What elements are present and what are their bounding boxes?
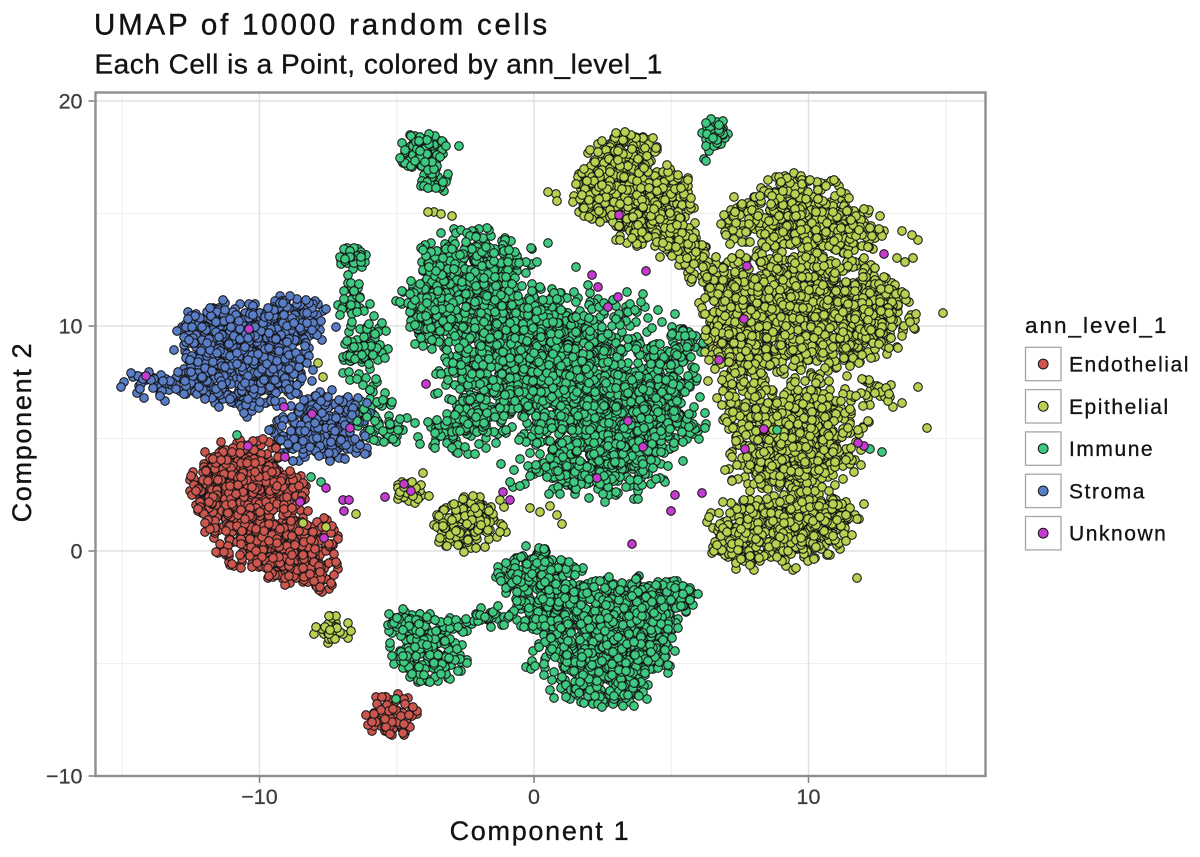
svg-text:0: 0 xyxy=(71,540,83,564)
svg-text:−10: −10 xyxy=(241,785,278,809)
svg-text:10: 10 xyxy=(797,785,821,809)
svg-text:0: 0 xyxy=(528,785,540,809)
svg-text:10: 10 xyxy=(59,315,83,339)
svg-text:20: 20 xyxy=(59,90,83,114)
svg-text:−10: −10 xyxy=(46,765,83,789)
